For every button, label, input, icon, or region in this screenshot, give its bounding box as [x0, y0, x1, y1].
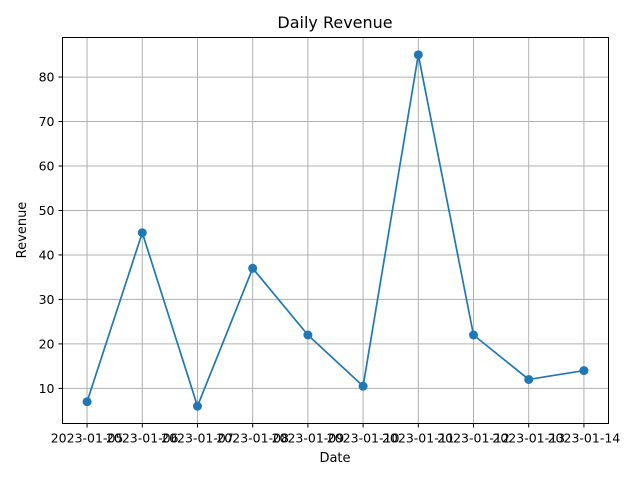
- y-tick-label: 10: [39, 381, 55, 396]
- series-line: [86, 53, 585, 408]
- x-tick-label: 2023-01-06: [106, 431, 179, 446]
- data-point: [137, 228, 147, 238]
- data-point: [524, 374, 534, 384]
- x-tick-label: 2023-01-07: [161, 431, 234, 446]
- y-tick-label: 50: [39, 203, 55, 218]
- y-tick-label: 30: [39, 292, 55, 307]
- y-tick-label: 40: [39, 247, 55, 262]
- chart-title: Daily Revenue: [277, 13, 392, 32]
- data-point: [303, 330, 313, 340]
- data-point: [413, 50, 423, 60]
- data-point: [82, 397, 92, 407]
- x-tick-label: 2023-01-09: [272, 431, 345, 446]
- y-tick-label: 70: [39, 114, 55, 129]
- y-tick-label: 80: [39, 70, 55, 85]
- y-axis-label: Revenue: [15, 202, 30, 259]
- data-point: [192, 401, 202, 411]
- x-tick-label: 2023-01-12: [437, 431, 510, 446]
- data-point: [358, 381, 368, 391]
- x-tick-label: 2023-01-08: [216, 431, 289, 446]
- y-tick-label: 60: [39, 159, 55, 174]
- grid: [62, 37, 609, 424]
- x-tick-label: 2023-01-10: [327, 431, 400, 446]
- data-points: [82, 50, 589, 411]
- plot-area-frame: [62, 37, 609, 424]
- y-tick-label: 20: [39, 336, 55, 351]
- x-tick-label: 2023-01-14: [548, 431, 621, 446]
- x-axis-label: Date: [319, 451, 350, 466]
- x-tick-label: 2023-01-11: [382, 431, 455, 446]
- x-tick-label: 2023-01-05: [51, 431, 124, 446]
- data-point: [469, 330, 479, 340]
- data-point: [248, 263, 258, 273]
- x-tick-label: 2023-01-13: [492, 431, 565, 446]
- x-axis-ticks: 2023-01-052023-01-062023-01-072023-01-08…: [51, 423, 621, 446]
- data-point: [579, 366, 589, 376]
- y-axis-ticks: 10 20 30 40 50 60 70 80: [39, 70, 63, 396]
